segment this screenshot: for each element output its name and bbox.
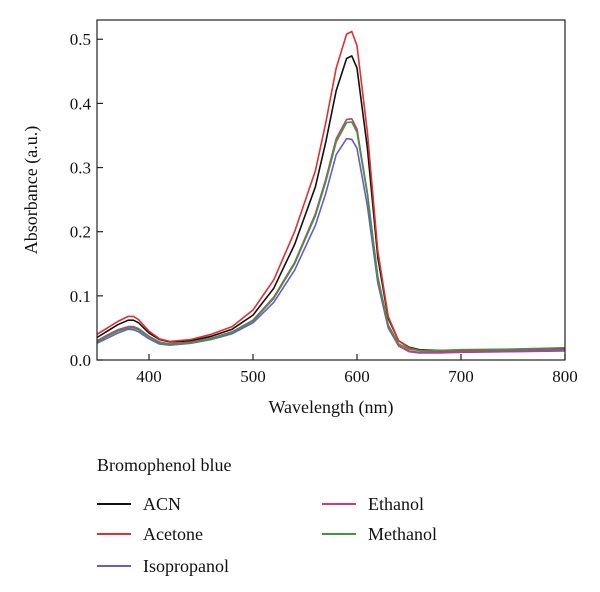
series-group: [96, 30, 566, 354]
legend-swatch: [97, 533, 131, 535]
plot-frame: [96, 19, 566, 361]
y-tick-label: 0.1: [70, 287, 91, 306]
legend-label: Ethanol: [368, 493, 424, 514]
axes-group: 400 500 600 700 800 0.0 0.1 0.2 0.3 0.4 0.5: [70, 30, 578, 386]
legend-label: Acetone: [143, 523, 203, 544]
y-axis-title: Absorbance (a.u.): [21, 126, 42, 254]
legend-label: ACN: [143, 493, 182, 514]
legend-item-acetone: Acetone: [97, 522, 203, 546]
absorbance-chart: 400 500 600 700 800 0.0 0.1 0.2 0.3 0.4 0.5 Wavele…: [21, 19, 578, 418]
x-tick-label: 500: [240, 367, 266, 386]
y-tick-label: 0.5: [70, 30, 91, 49]
legend-swatch: [322, 533, 356, 535]
x-axis-title: Wavelength (nm): [268, 397, 393, 418]
series-line-acn: [96, 55, 566, 352]
series-line-acetone: [96, 30, 566, 352]
legend-label: Isopropanol: [143, 555, 229, 576]
x-tick-label: 400: [136, 367, 162, 386]
y-tick-label: 0.4: [70, 94, 92, 113]
series-line-ethanol: [96, 118, 566, 354]
legend-items: ACN Acetone Isopropanol Ethanol Methanol: [97, 492, 537, 588]
legend-item-ethanol: Ethanol: [322, 492, 424, 516]
legend-item-methanol: Methanol: [322, 522, 437, 546]
x-tick-label: 600: [344, 367, 370, 386]
legend-title: Bromophenol blue: [97, 455, 232, 475]
y-tick-label: 0.2: [70, 223, 91, 242]
legend-swatch: [97, 565, 131, 567]
legend-item-isopropanol: Isopropanol: [97, 554, 229, 578]
y-tick-label: 0.0: [70, 351, 91, 370]
series-line-methanol: [96, 121, 566, 352]
series-line-isopropanol: [96, 137, 566, 354]
legend-swatch: [322, 503, 356, 505]
x-tick-label: 700: [448, 367, 474, 386]
y-tick-label: 0.3: [70, 159, 91, 178]
legend-label: Methanol: [368, 523, 437, 544]
legend-item-acn: ACN: [97, 492, 181, 516]
legend-swatch: [97, 503, 131, 505]
x-tick-label: 800: [552, 367, 578, 386]
legend: Bromophenol blue ACN Acetone Isopropanol Et…: [97, 455, 537, 588]
